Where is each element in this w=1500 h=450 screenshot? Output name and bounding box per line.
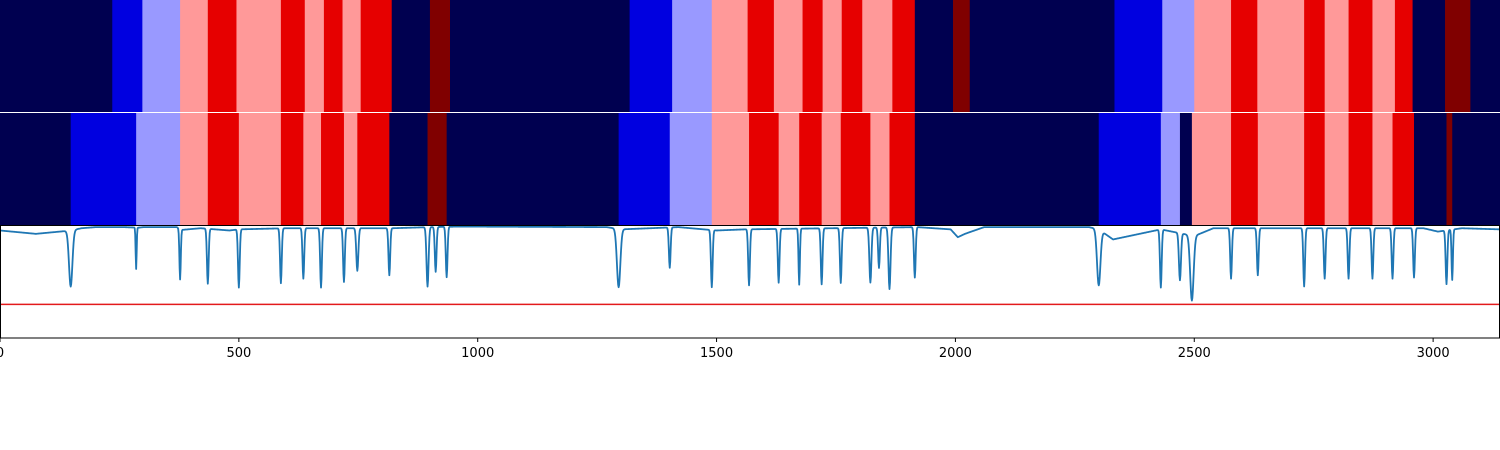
heatmap-cell (773, 0, 803, 112)
heatmap-cell (953, 0, 971, 112)
heatmap-cell (207, 113, 240, 225)
heatmap-cell (450, 0, 631, 112)
heatmap-cell (207, 0, 237, 112)
heatmap-cell (1372, 113, 1393, 225)
heatmap-cell (1394, 0, 1413, 112)
heatmap-cell (1194, 0, 1232, 112)
heatmap-cell (180, 113, 209, 225)
heatmap-cell (914, 0, 954, 112)
heatmap-cell (840, 113, 871, 225)
x-tick-label: 3000 (1417, 346, 1450, 361)
heatmap-cell (357, 113, 390, 225)
heatmap-cell (70, 113, 137, 225)
x-tick-label: 1500 (700, 346, 733, 361)
heatmap-cell (389, 113, 428, 225)
heatmap-cell (889, 113, 916, 225)
heatmap-cell (1304, 113, 1326, 225)
heatmap-cell (1098, 113, 1162, 225)
heatmap-cell (1191, 113, 1232, 225)
heatmap-cell (1470, 0, 1500, 112)
heatmap-cell (1324, 113, 1349, 225)
heatmap-cell (112, 0, 143, 112)
heatmap-cell (1304, 0, 1326, 112)
heatmap-cell (747, 0, 775, 112)
heatmap-cell (142, 0, 181, 112)
heatmap-cell (862, 0, 893, 112)
heatmap-cell (1392, 113, 1415, 225)
heatmap-cell (711, 113, 750, 225)
heatmap-cell (1160, 113, 1181, 225)
heatmap-cell (1348, 113, 1373, 225)
heatmap-cell (1231, 0, 1258, 112)
heatmap-cell (802, 0, 824, 112)
heatmap-cell (446, 113, 620, 225)
heatmap-cell (280, 113, 304, 225)
heatmap-cell (180, 0, 209, 112)
heatmap-cell (822, 0, 843, 112)
x-tick-label: 2000 (939, 346, 972, 361)
heatmap-cell (429, 0, 451, 112)
heatmap-cell (323, 0, 343, 112)
heatmap-cell (303, 113, 322, 225)
heatmap-cell (892, 0, 916, 112)
heatmap-cell (427, 113, 448, 225)
heatmap-cell (1257, 113, 1305, 225)
heatmap-cell (1452, 113, 1500, 225)
heatmap-cell (629, 0, 673, 112)
heatmap-cell (749, 113, 780, 225)
heatmap-cell (969, 0, 1115, 112)
heatmap-cell (136, 113, 181, 225)
heatmap-cell (1257, 0, 1305, 112)
heatmap-cell (618, 113, 671, 225)
heatmap-cell (238, 113, 282, 225)
heatmap-cell (672, 0, 713, 112)
heatmap-cell (799, 113, 823, 225)
heatmap-cell (342, 0, 362, 112)
heatmap-cell (669, 113, 713, 225)
heatmap-cell (280, 0, 306, 112)
heatmap-cell (1324, 0, 1349, 112)
heatmap-cell (914, 113, 1100, 225)
x-tick-label: 2500 (1178, 346, 1211, 361)
heatmap-cell (1114, 0, 1163, 112)
heatmap-cell (343, 113, 358, 225)
heatmap-cell (1162, 0, 1195, 112)
heatmap-cell (1414, 113, 1447, 225)
heatmap-cell (1372, 0, 1396, 112)
heatmap-cell (1179, 113, 1193, 225)
heatmap-row-top (0, 0, 1500, 112)
heatmap-cell (360, 0, 393, 112)
x-tick-label: 1000 (461, 346, 494, 361)
heatmap-cell (711, 0, 749, 112)
heatmap-cell (841, 0, 863, 112)
heatmap-cell (391, 0, 431, 112)
heatmap-cell (821, 113, 842, 225)
x-tick-label: 500 (226, 346, 251, 361)
heatmap-cell (778, 113, 800, 225)
line-panel (0, 225, 1500, 339)
heatmap-row-bottom (0, 113, 1500, 225)
heatmap-cell (870, 113, 890, 225)
heatmap-cell (0, 0, 113, 112)
series-line (0, 225, 1500, 302)
heatmap-cell (1445, 0, 1471, 112)
heatmap-cell (304, 0, 325, 112)
heatmap-cell (1412, 0, 1446, 112)
heatmap-cell (1231, 113, 1259, 225)
x-axis: 0 500 1000 1500 2000 2500 3000 (0, 338, 1450, 361)
heatmap-cell (1446, 113, 1453, 225)
heatmap-cell (0, 113, 72, 225)
x-tick-label: 0 (0, 346, 4, 361)
heatmap-cell (236, 0, 282, 112)
heatmap-cell (321, 113, 345, 225)
heatmap-cell (1348, 0, 1373, 112)
